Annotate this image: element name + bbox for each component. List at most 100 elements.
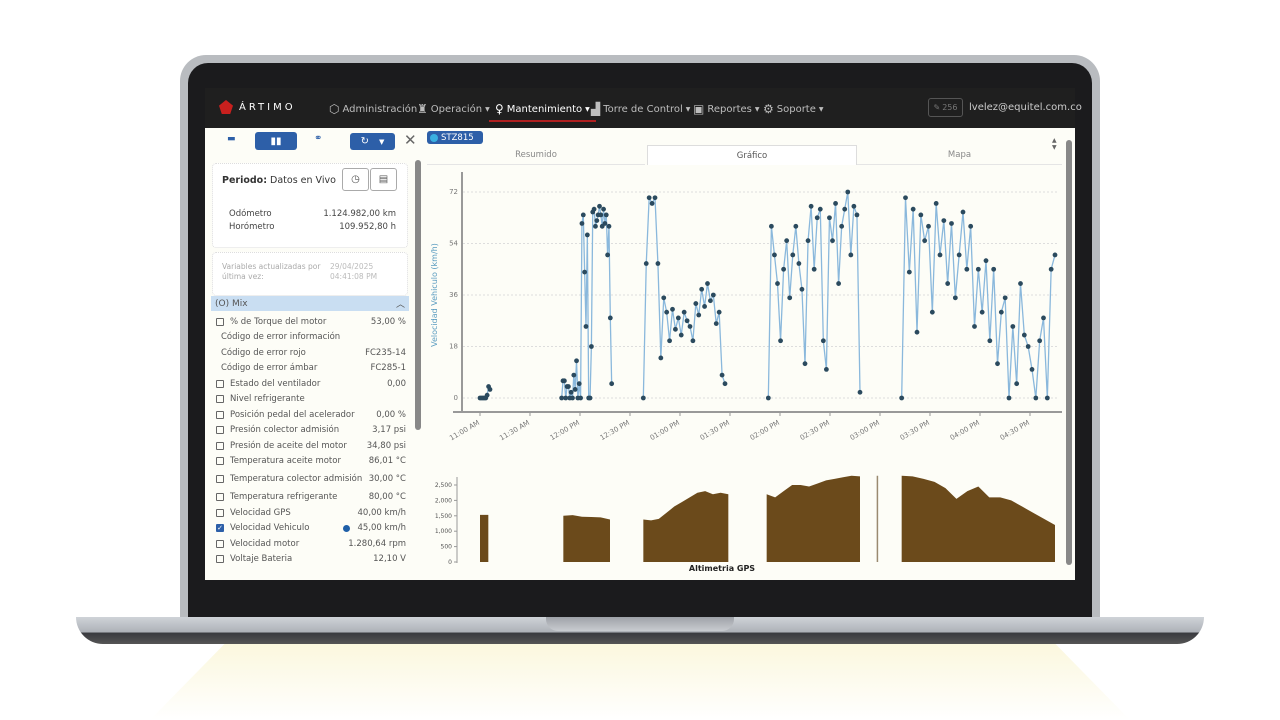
nav-item-administración[interactable]: ⬡ Administración [329,102,417,116]
variable-label: Velocidad Vehiculo [230,523,310,533]
speed-data-point [805,238,811,244]
variable-checkbox[interactable] [216,539,224,548]
chart-view-button[interactable]: ▮▮ [255,132,297,150]
variable-checkbox[interactable] [216,555,224,563]
tab-gráfico[interactable]: Gráfico [647,145,857,165]
gear-icon: ⚙ [763,102,774,116]
speed-data-point [584,232,590,238]
variable-row[interactable]: Posición pedal del acelerador 0,00 % [216,407,406,422]
speed-data-point [827,215,832,221]
link-icon[interactable]: ⚭ [314,133,323,144]
mix-group-header[interactable]: (O) Mix ︿ [211,296,409,311]
variable-label: Temperatura colector admisión [230,474,363,484]
variable-checkbox[interactable] [216,508,224,517]
variable-value: 30,00 °C [368,474,406,484]
variable-checkbox[interactable] [216,457,224,465]
alt-y-tick-label: 1,000 [435,528,452,535]
variable-checkbox[interactable] [216,395,224,403]
speed-data-point [991,266,997,272]
speed-data-point [1010,324,1016,329]
brand-logo[interactable]: ÁRTIMO [219,100,296,114]
horometro-value: 109.952,80 h [339,222,396,232]
variable-label: Posición pedal del acelerador [230,409,355,420]
vehicle-badge[interactable]: STZ815 [427,131,483,144]
speed-data-point [830,238,835,244]
speed-data-point [972,324,977,329]
caret-down-icon: ▼ [685,105,691,113]
speed-data-point [1006,395,1012,401]
scroll-arrows-icon[interactable]: ▲ ▼ [1052,137,1057,151]
altitude-area [563,515,610,562]
sidebar-scrollbar[interactable] [415,160,421,430]
nav-item-mantenimiento[interactable]: ♀ Mantenimiento ▼ [489,102,596,122]
nav-item-torre-de-control[interactable]: ▟ Torre de Control ▼ [591,102,690,116]
speed-data-point [787,295,793,301]
speed-data-point [643,261,649,266]
speed-data-point [690,338,696,344]
x-tick-label: 11:00 AM [448,419,481,443]
alt-x-axis-label: Altimetria GPS [689,564,755,573]
variable-row[interactable]: Velocidad motor 1.280,64 rpm [216,536,406,551]
tab-resumido[interactable]: Resumido [427,145,645,165]
variable-checkbox[interactable] [216,426,224,434]
speed-data-point [722,381,728,387]
bus-icon[interactable]: ▬ [227,134,236,144]
speed-data-point [664,309,670,315]
variable-row[interactable]: Temperatura aceite motor 86,01 °C [216,454,406,469]
nav-item-soporte[interactable]: ⚙ Soporte ▼ [763,102,824,116]
nav-item-operación[interactable]: ♜ Operación ▼ [417,102,490,116]
variable-checkbox[interactable]: ✓ [216,524,224,532]
main-scrollbar[interactable] [1066,140,1072,565]
notification-badge[interactable]: ✎ 256 [928,98,963,117]
close-icon[interactable]: ✕ [404,131,417,149]
refresh-dropdown-button[interactable]: ↻ ▼ [350,133,395,150]
variable-row[interactable]: Voltaje Bateria 12,10 V [216,552,406,567]
variable-row[interactable]: ✓ Velocidad Vehiculo 45,00 km/h [216,521,406,536]
variable-row[interactable]: Temperatura refrigerante 80,00 °C [216,490,406,505]
periodo-card [212,163,408,248]
variable-checkbox[interactable] [216,441,224,450]
variable-row[interactable]: % de Torque del motor 53,00 % [216,314,406,329]
variable-row[interactable]: Presión de aceite del motor 34,80 psi [216,438,406,453]
variable-label: Velocidad GPS [230,507,291,518]
speed-data-point [1033,395,1039,401]
worker-icon: ♜ [417,102,428,116]
pin-icon: ✎ [933,103,941,112]
variable-row[interactable]: Código de error ámbar FC285-1 [216,361,406,376]
x-tick-label: 02:30 PM [799,419,831,442]
variable-row[interactable]: Presión colector admisión 3,17 psi [216,423,406,438]
speed-data-point [851,203,857,209]
variable-row[interactable]: Temperatura colector admisión 30,00 °C [216,469,406,489]
speed-data-point [975,266,981,272]
variable-checkbox[interactable] [216,317,224,326]
speed-data-point [949,221,954,226]
periodo-label: Periodo: Datos en Vivo [222,175,336,186]
updated-date: 29/04/2025 [330,262,374,271]
variable-checkbox[interactable] [216,493,224,501]
nav-item-reportes[interactable]: ▣ Reportes ▼ [693,102,759,116]
nav-label: Soporte [776,103,816,115]
speed-data-point [833,201,838,206]
speed-data-point [582,269,588,275]
variable-checkbox[interactable] [216,410,224,419]
user-email[interactable]: lvelez@equitel.com.co [969,102,1082,113]
refresh-icon: ↻ [360,136,369,147]
speed-data-point [778,338,783,344]
report-button[interactable]: ▤ [370,168,397,191]
variable-checkbox[interactable] [216,379,224,388]
speed-data-point [960,209,966,215]
variable-checkbox[interactable] [216,475,224,483]
variable-row[interactable]: Código de error rojo FC235-14 [216,345,406,360]
variable-row[interactable]: Velocidad GPS 40,00 km/h [216,505,406,520]
speed-data-point [640,395,646,401]
tab-mapa[interactable]: Mapa [857,145,1062,165]
speed-data-point [823,366,829,372]
history-button[interactable]: ◷ [342,168,369,191]
variable-row[interactable]: Nivel refrigerante [216,392,406,407]
variable-label: % de Torque del motor [230,316,327,327]
speed-data-point [591,206,597,212]
speed-data-point [603,212,609,218]
variable-row[interactable]: Estado del ventilador 0,00 [216,376,406,391]
cube-icon: ⬡ [329,102,340,116]
variable-row[interactable]: Código de error información [216,330,406,345]
